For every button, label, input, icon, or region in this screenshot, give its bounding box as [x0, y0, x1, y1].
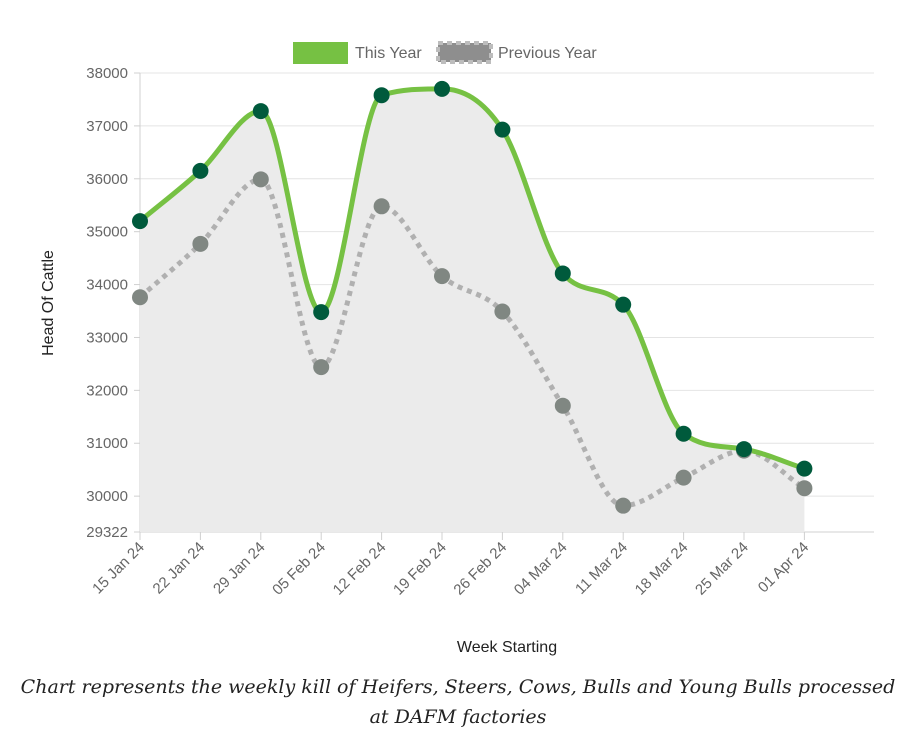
- data-point-previous-year[interactable]: [796, 480, 813, 497]
- y-tick-label: 30000: [86, 488, 128, 505]
- y-tick-label: 31000: [86, 435, 128, 452]
- y-tick-label: 32000: [86, 382, 128, 399]
- x-tick-label: 04 Mar 24: [511, 539, 571, 599]
- data-point-previous-year[interactable]: [192, 235, 209, 252]
- chart: This Year Previous Year 3800037000360003…: [40, 41, 874, 656]
- data-point-previous-year[interactable]: [132, 289, 148, 306]
- y-tick-label: 37000: [86, 118, 128, 135]
- y-axis-ticks: 38000 37000 36000 35000 34000 33000 32000 31000…: [86, 65, 128, 541]
- x-tick-label: 01 Apr 24: [755, 539, 812, 596]
- legend-swatch-this-year: [293, 42, 348, 64]
- area-fill-this-year: [140, 88, 805, 533]
- y-tick-label: 34000: [86, 277, 128, 294]
- legend-item-this-year[interactable]: This Year: [293, 42, 422, 64]
- y-axis-title: Head Of Cattle: [40, 250, 57, 356]
- data-point-this-year[interactable]: [554, 265, 571, 282]
- y-tick-label: 35000: [86, 224, 128, 241]
- data-point-this-year[interactable]: [796, 460, 813, 477]
- y-tick-label: 33000: [86, 329, 128, 346]
- series-points: [132, 80, 813, 514]
- data-point-this-year[interactable]: [373, 87, 390, 104]
- x-axis-title: Week Starting: [457, 639, 557, 656]
- x-tick-label: 05 Feb 24: [269, 539, 329, 599]
- data-point-this-year[interactable]: [494, 121, 511, 138]
- data-point-previous-year[interactable]: [373, 198, 390, 215]
- area-fill: [140, 88, 805, 533]
- data-point-previous-year[interactable]: [615, 497, 632, 514]
- data-point-this-year[interactable]: [132, 213, 148, 230]
- data-point-this-year[interactable]: [434, 80, 450, 97]
- data-point-previous-year[interactable]: [252, 171, 269, 188]
- data-point-this-year[interactable]: [736, 441, 752, 458]
- y-tick-label: 29322: [86, 524, 128, 541]
- x-tick-label: 29 Jan 24: [210, 539, 269, 598]
- x-axis-ticks: 15 Jan 24 22 Jan 24 29 Jan 24 05 Feb 24 12 F…: [89, 539, 812, 599]
- x-tick-label: 25 Mar 24: [692, 539, 752, 599]
- data-point-previous-year[interactable]: [434, 268, 450, 285]
- data-point-this-year[interactable]: [675, 425, 692, 442]
- x-tick-label: 18 Mar 24: [632, 539, 692, 599]
- data-point-previous-year[interactable]: [494, 303, 511, 320]
- x-tick-label: 15 Jan 24: [89, 539, 148, 598]
- legend-item-previous-year[interactable]: Previous Year: [436, 41, 597, 64]
- x-tick-label: 22 Jan 24: [150, 539, 209, 598]
- data-point-previous-year[interactable]: [675, 469, 692, 486]
- data-point-this-year[interactable]: [252, 103, 269, 120]
- legend-label-this-year: This Year: [355, 45, 422, 62]
- data-point-this-year[interactable]: [313, 304, 330, 321]
- x-tick-label: 12 Feb 24: [330, 539, 390, 599]
- legend-label-previous-year: Previous Year: [498, 45, 597, 62]
- legend-swatch-previous-year: [436, 41, 493, 64]
- data-point-this-year[interactable]: [615, 296, 632, 313]
- x-tick-label: 19 Feb 24: [390, 539, 450, 599]
- x-tick-label: 11 Mar 24: [572, 539, 631, 598]
- y-tick-label: 36000: [86, 171, 128, 188]
- data-point-previous-year[interactable]: [313, 359, 330, 376]
- chart-caption: Chart represents the weekly kill of Heif…: [20, 676, 896, 728]
- y-tick-label: 38000: [86, 65, 128, 82]
- data-point-this-year[interactable]: [192, 162, 209, 179]
- x-tick-label: 26 Feb 24: [450, 539, 510, 599]
- data-point-previous-year[interactable]: [554, 397, 571, 414]
- legend[interactable]: This Year Previous Year: [293, 41, 597, 64]
